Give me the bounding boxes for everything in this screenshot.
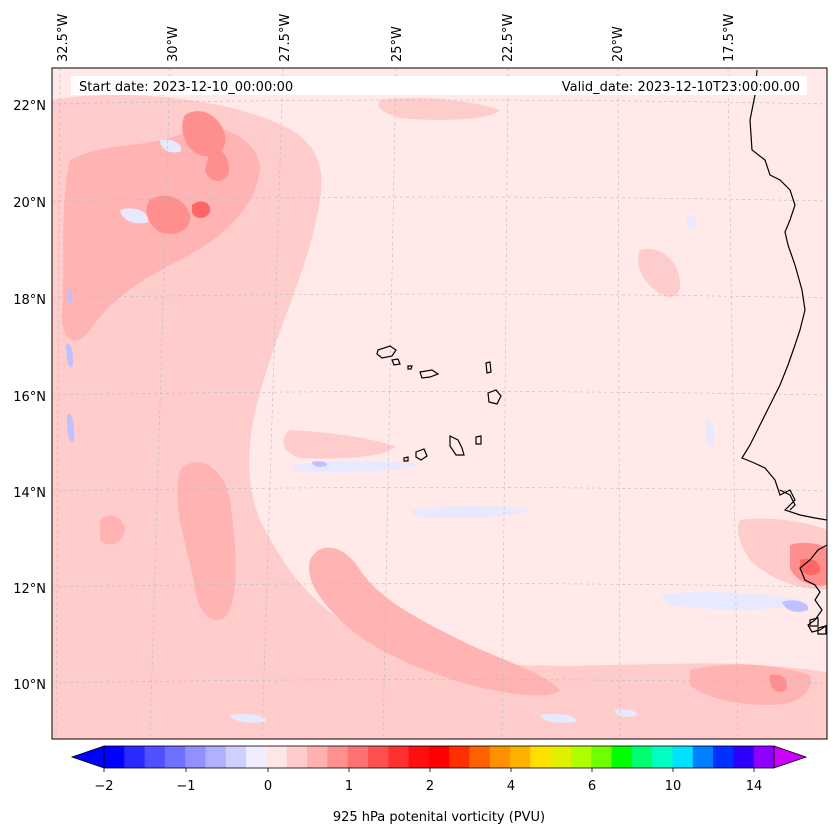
- colorbar-segment: [205, 746, 227, 768]
- pv-contours-negative-strong: [66, 289, 809, 612]
- colorbar-tick-label: 6: [588, 779, 596, 794]
- island-santo-antao: [376, 345, 397, 359]
- coastlines: [376, 69, 827, 635]
- colorbar-segment: [347, 746, 369, 768]
- colorbar-ticks: [103, 768, 755, 772]
- gambia-river: [779, 489, 796, 511]
- colorbar-segment: [266, 746, 288, 768]
- lat-label: 18°N: [13, 293, 46, 308]
- colorbar-tick-label: 1: [345, 779, 353, 794]
- date-header-box: [71, 76, 807, 95]
- bijagos-islands: [809, 617, 827, 635]
- colorbar-title: 925 hPa potenital vorticity (PVU): [333, 810, 545, 825]
- colorbar-segment: [611, 746, 633, 768]
- start-date-label: Start date: 2023-12-10_00:00:00: [79, 80, 293, 95]
- colorbar-under-arrow: [70, 745, 105, 769]
- lat-label: 14°N: [13, 486, 46, 501]
- island-sal: [485, 361, 492, 374]
- lat-label: 12°N: [13, 582, 46, 597]
- colorbar-segment: [164, 746, 186, 768]
- colorbar-segment: [144, 746, 166, 768]
- map-frame: [51, 67, 828, 740]
- island-sao-nicolau: [419, 369, 440, 379]
- colorbar-segment: [225, 746, 247, 768]
- lat-label: 20°N: [13, 196, 46, 211]
- colorbar-segment: [408, 746, 430, 768]
- colorbar-segment: [652, 746, 673, 768]
- colorbar-segment: [489, 746, 511, 768]
- colorbar-segment: [388, 746, 410, 768]
- island-boa-vista: [487, 389, 502, 405]
- colorbar-tick-labels: −2 −1 0 1 2 4 6 10 14: [94, 779, 762, 794]
- colorbar-segment: [185, 746, 207, 768]
- colorbar-tick-label: −1: [176, 779, 195, 794]
- colorbar-segment: [104, 746, 125, 768]
- island-maio: [475, 435, 482, 445]
- island-sao-vicente: [391, 358, 401, 366]
- colorbar-segments: [104, 746, 775, 768]
- africa-coastline: [741, 69, 827, 521]
- lon-label: 17.5°W: [722, 14, 737, 62]
- latitude-labels: 22°N 20°N 18°N 16°N 14°N 12°N 10°N: [13, 99, 46, 693]
- colorbar-segment: [327, 746, 349, 768]
- colorbar-segment: [692, 746, 714, 768]
- colorbar-tick-label: 2: [426, 779, 434, 794]
- lon-label: 30°W: [166, 26, 181, 62]
- valid-date-label: Valid_date: 2023-12-10T23:00:00.00: [562, 80, 800, 95]
- lat-label: 10°N: [13, 678, 46, 693]
- colorbar-tick-label: 4: [507, 779, 515, 794]
- lat-label: 16°N: [13, 390, 46, 405]
- colorbar-segment: [428, 746, 450, 768]
- colorbar-segment: [550, 746, 572, 768]
- lon-label: 22.5°W: [501, 14, 516, 62]
- colorbar-tick-label: 10: [665, 779, 682, 794]
- colorbar-segment: [449, 746, 470, 768]
- colorbar-segment: [591, 746, 613, 768]
- colorbar-segment: [713, 746, 734, 768]
- colorbar-segment: [753, 746, 775, 768]
- colorbar-segment: [631, 746, 653, 768]
- colorbar-segment: [530, 746, 552, 768]
- colorbar-segment: [367, 746, 389, 768]
- colorbar-tick-label: 0: [264, 779, 272, 794]
- colorbar-segment: [246, 746, 267, 768]
- colorbar-segment: [733, 746, 755, 768]
- colorbar-segment: [510, 746, 531, 768]
- colorbar-tick-label: −2: [94, 779, 113, 794]
- guinea-coast: [799, 544, 827, 633]
- colorbar-segment: [570, 746, 592, 768]
- colorbar-over-arrow: [773, 745, 808, 769]
- lon-label: 20°W: [611, 26, 626, 62]
- island-fogo: [415, 448, 428, 461]
- pv-contours-negative: [120, 139, 800, 723]
- colorbar: −2 −1 0 1 2 4 6 10 14 925 hPa potenital …: [70, 745, 808, 825]
- pv-contours-mid: [61, 127, 811, 705]
- colorbar-segment: [124, 746, 146, 768]
- island-santa-luzia: [407, 365, 413, 370]
- lon-label: 25°W: [390, 26, 405, 62]
- lat-label: 22°N: [13, 99, 46, 114]
- map-plot-area: [52, 68, 827, 739]
- map-gridlines: [52, 68, 827, 739]
- pv-contours-peak: [192, 201, 821, 576]
- colorbar-frame: [103, 745, 775, 769]
- island-brava: [403, 456, 409, 462]
- colorbar-segment: [286, 746, 308, 768]
- lon-label: 32.5°W: [56, 14, 71, 62]
- island-santiago: [449, 435, 465, 456]
- colorbar-segment: [672, 746, 694, 768]
- colorbar-segment: [307, 746, 328, 768]
- colorbar-segment: [469, 746, 491, 768]
- longitude-labels: 32.5°W 30°W 27.5°W 25°W 22.5°W 20°W 17.5…: [56, 14, 737, 62]
- colorbar-tick-label: 14: [746, 779, 763, 794]
- lon-label: 27.5°W: [278, 14, 293, 62]
